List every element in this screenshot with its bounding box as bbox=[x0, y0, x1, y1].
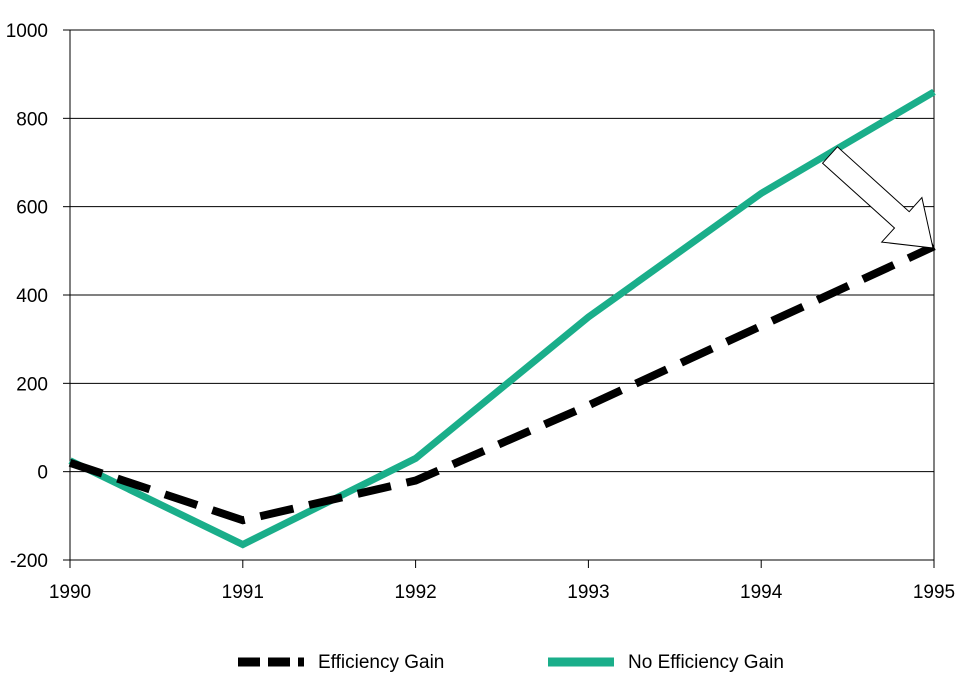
y-tick-label: 1000 bbox=[6, 21, 48, 42]
legend: Efficiency Gain No Efficiency Gain bbox=[238, 652, 784, 673]
series-line-no-efficiency-gain bbox=[68, 88, 936, 549]
y-tick-label: 400 bbox=[16, 286, 48, 307]
y-tick-label: 200 bbox=[16, 374, 48, 395]
x-tick-labels: 1990 1991 1992 1993 1994 1995 bbox=[49, 582, 955, 603]
x-tick-label: 1990 bbox=[49, 582, 91, 603]
series-line-efficiency-gain bbox=[68, 242, 936, 525]
y-tick-label: -200 bbox=[10, 551, 48, 572]
legend-item: No Efficiency Gain bbox=[548, 652, 784, 673]
series-lines bbox=[68, 88, 936, 549]
y-tick-label: 600 bbox=[16, 198, 48, 219]
x-tick-label: 1992 bbox=[394, 582, 436, 603]
x-tick-label: 1995 bbox=[913, 582, 955, 603]
axes bbox=[63, 29, 935, 568]
y-tick-label: 0 bbox=[37, 463, 48, 484]
x-tick-label: 1994 bbox=[740, 582, 783, 603]
x-tick-label: 1993 bbox=[567, 582, 609, 603]
gridlines bbox=[70, 29, 934, 561]
x-tick-label: 1991 bbox=[222, 582, 264, 603]
legend-label: No Efficiency Gain bbox=[628, 652, 784, 673]
legend-label: Efficiency Gain bbox=[318, 652, 444, 673]
y-tick-labels: -200 0 200 400 600 800 1000 bbox=[6, 21, 48, 572]
annotations bbox=[821, 146, 934, 249]
annotation-arrow bbox=[821, 146, 934, 249]
y-tick-label: 800 bbox=[16, 109, 48, 130]
legend-item: Efficiency Gain bbox=[238, 652, 444, 673]
